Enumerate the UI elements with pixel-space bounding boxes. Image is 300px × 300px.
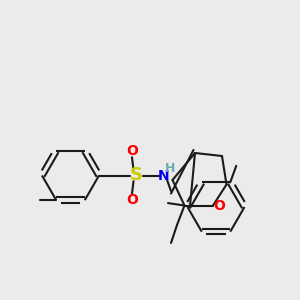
Text: O: O xyxy=(126,194,138,207)
Text: O: O xyxy=(213,199,225,212)
Text: N: N xyxy=(158,169,169,182)
Text: S: S xyxy=(130,167,143,184)
Text: H: H xyxy=(165,162,175,176)
Text: O: O xyxy=(126,144,138,158)
